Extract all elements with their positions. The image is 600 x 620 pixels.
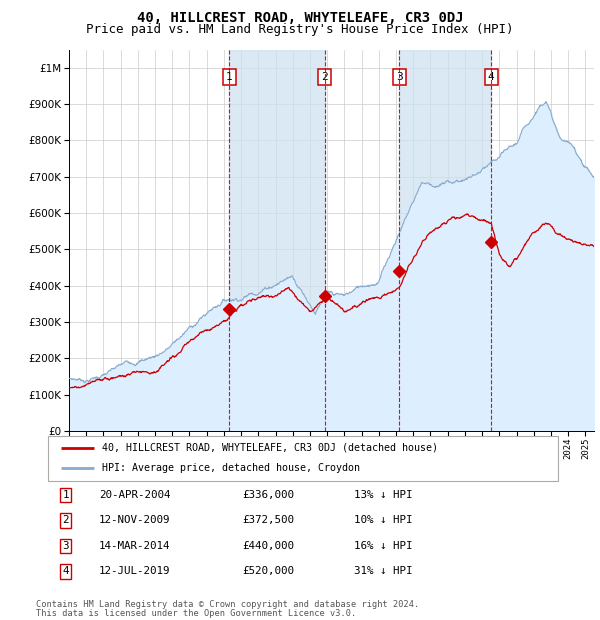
- Text: 12-NOV-2009: 12-NOV-2009: [99, 515, 170, 526]
- Text: 10% ↓ HPI: 10% ↓ HPI: [354, 515, 413, 526]
- Text: 2: 2: [322, 72, 328, 82]
- Text: £440,000: £440,000: [242, 541, 294, 551]
- Text: 13% ↓ HPI: 13% ↓ HPI: [354, 490, 413, 500]
- Text: HPI: Average price, detached house, Croydon: HPI: Average price, detached house, Croy…: [101, 463, 359, 474]
- Text: 4: 4: [62, 567, 69, 577]
- FancyBboxPatch shape: [48, 436, 558, 480]
- Text: £336,000: £336,000: [242, 490, 294, 500]
- Text: 2: 2: [62, 515, 69, 526]
- Text: Contains HM Land Registry data © Crown copyright and database right 2024.: Contains HM Land Registry data © Crown c…: [36, 600, 419, 609]
- Text: 3: 3: [396, 72, 403, 82]
- Text: £520,000: £520,000: [242, 567, 294, 577]
- Text: Price paid vs. HM Land Registry's House Price Index (HPI): Price paid vs. HM Land Registry's House …: [86, 23, 514, 36]
- Text: This data is licensed under the Open Government Licence v3.0.: This data is licensed under the Open Gov…: [36, 609, 356, 618]
- Text: 40, HILLCREST ROAD, WHYTELEAFE, CR3 0DJ (detached house): 40, HILLCREST ROAD, WHYTELEAFE, CR3 0DJ …: [101, 443, 437, 453]
- Text: 12-JUL-2019: 12-JUL-2019: [99, 567, 170, 577]
- Bar: [229, 50, 325, 431]
- Text: 31% ↓ HPI: 31% ↓ HPI: [354, 567, 413, 577]
- Text: 1: 1: [226, 72, 232, 82]
- Text: 20-APR-2004: 20-APR-2004: [99, 490, 170, 500]
- Text: £372,500: £372,500: [242, 515, 294, 526]
- Text: 3: 3: [62, 541, 69, 551]
- Text: 1: 1: [62, 490, 69, 500]
- Text: 40, HILLCREST ROAD, WHYTELEAFE, CR3 0DJ: 40, HILLCREST ROAD, WHYTELEAFE, CR3 0DJ: [137, 11, 463, 25]
- Text: 14-MAR-2014: 14-MAR-2014: [99, 541, 170, 551]
- Text: 16% ↓ HPI: 16% ↓ HPI: [354, 541, 413, 551]
- Text: 4: 4: [488, 72, 494, 82]
- Bar: [400, 50, 491, 431]
